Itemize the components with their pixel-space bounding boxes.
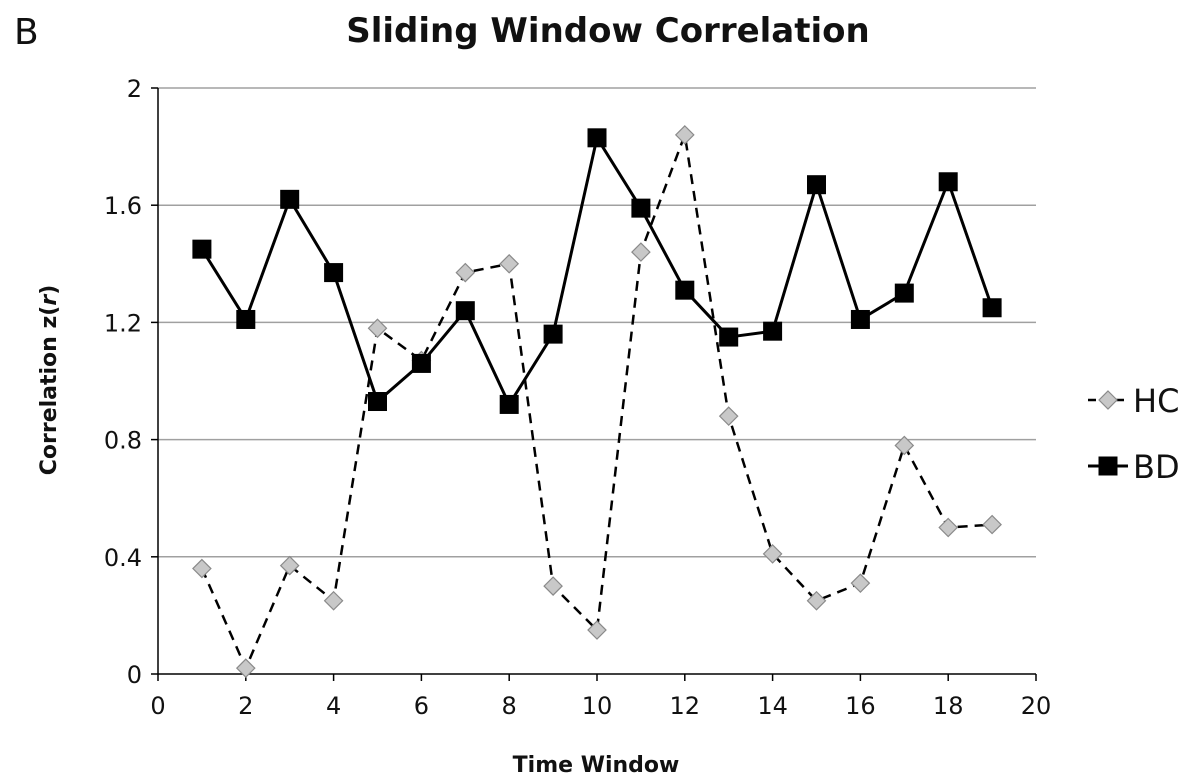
legend-item-bd: BD <box>1088 448 1180 486</box>
gridlines <box>158 87 1036 558</box>
panel-label: B <box>14 12 39 53</box>
data-point-bd-11 <box>631 198 651 218</box>
x-tick-label-6: 12 <box>670 692 701 720</box>
data-point-hc-8 <box>499 253 520 274</box>
data-point-hc-3 <box>279 555 300 576</box>
data-point-hc-12 <box>674 125 695 145</box>
data-point-bd-3 <box>280 189 300 209</box>
data-point-bd-9 <box>543 324 563 344</box>
y-axis-label-var: r <box>37 294 62 306</box>
data-point-hc-7 <box>455 262 476 283</box>
data-point-hc-19 <box>982 514 1002 535</box>
data-point-bd-12 <box>675 280 695 300</box>
legend-label-bd: BD <box>1133 448 1180 486</box>
y-axis-label: Correlation z(r) <box>37 285 62 476</box>
data-point-hc-9 <box>543 576 563 596</box>
x-tick-label-5: 10 <box>582 692 613 720</box>
y-tick-label-2: 0.8 <box>104 427 142 455</box>
data-point-hc-13 <box>718 406 739 427</box>
x-tick-label-10: 20 <box>1021 692 1052 720</box>
data-point-hc-2 <box>235 658 256 678</box>
series-bd <box>192 128 1002 414</box>
x-tick-label-3: 6 <box>414 692 429 720</box>
axes <box>151 87 1037 681</box>
series-line-hc <box>200 133 993 670</box>
data-point-bd-18 <box>938 172 958 192</box>
y-axis-label-end: ) <box>37 285 62 295</box>
y-tick-label-4: 1.6 <box>104 192 142 220</box>
legend-item-hc: HC <box>1088 382 1179 420</box>
x-tick-label-7: 14 <box>757 692 788 720</box>
data-point-hc-10 <box>587 620 607 640</box>
series-line-bd <box>200 136 994 406</box>
data-point-bd-7 <box>455 301 475 321</box>
data-point-bd-14 <box>763 321 783 341</box>
x-tick-label-8: 16 <box>845 692 876 720</box>
x-tick-label-2: 4 <box>326 692 341 720</box>
data-point-hc-11 <box>631 242 651 262</box>
data-point-hc-15 <box>806 590 827 611</box>
data-point-hc-1 <box>192 558 212 579</box>
data-point-bd-17 <box>894 283 914 303</box>
y-tick-label-0: 0 <box>127 661 142 689</box>
data-point-bd-15 <box>807 175 826 195</box>
data-point-bd-5 <box>368 392 387 412</box>
y-tick-label-3: 1.2 <box>104 309 142 337</box>
data-point-bd-4 <box>324 263 344 283</box>
data-point-bd-13 <box>719 327 739 347</box>
chart-title: Sliding Window Correlation <box>346 11 869 51</box>
data-point-bd-16 <box>850 309 870 329</box>
legend-marker-hc <box>1098 390 1118 410</box>
data-point-bd-19 <box>982 298 1002 318</box>
data-point-hc-5 <box>367 318 388 339</box>
y-axis-label-main: Correlation z( <box>37 306 62 476</box>
data-point-hc-16 <box>850 573 871 594</box>
data-point-hc-17 <box>894 435 915 456</box>
y-tick-label-1: 0.4 <box>104 544 142 572</box>
x-tick-label-0: 0 <box>150 692 165 720</box>
data-point-hc-14 <box>762 544 783 564</box>
series-hc <box>192 125 1002 678</box>
x-axis-label: Time Window <box>513 753 680 778</box>
data-point-bd-10 <box>587 128 607 148</box>
data-point-bd-1 <box>192 239 212 259</box>
series-group <box>192 125 1002 678</box>
legend: HC BD <box>1088 382 1180 486</box>
legend-label-hc: HC <box>1133 382 1179 420</box>
x-tick-label-1: 2 <box>238 692 253 720</box>
x-tick-label-9: 18 <box>933 692 964 720</box>
legend-marker-bd <box>1098 456 1118 476</box>
data-point-hc-18 <box>938 517 959 538</box>
data-point-bd-2 <box>236 309 256 329</box>
y-tick-label-5: 2 <box>127 75 142 103</box>
data-point-bd-8 <box>499 394 519 414</box>
tick-labels: 00.40.81.21.620 2 4 6 8 10 12 14 16 18 20 <box>104 75 1051 720</box>
data-point-bd-6 <box>411 353 431 373</box>
x-tick-label-4: 8 <box>502 692 517 720</box>
data-point-hc-4 <box>323 590 344 611</box>
